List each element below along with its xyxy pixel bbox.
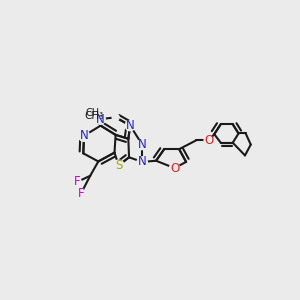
Text: O: O [170,162,179,175]
Text: CH₃: CH₃ [86,108,104,118]
Circle shape [77,189,85,198]
Text: S: S [115,159,122,172]
Circle shape [87,108,100,122]
Circle shape [95,114,105,124]
Circle shape [204,136,213,145]
Text: F: F [74,176,80,188]
Text: CH₃: CH₃ [84,111,103,121]
Text: N: N [126,119,135,132]
Text: N: N [80,129,88,142]
Circle shape [78,130,89,141]
Circle shape [113,160,124,171]
Text: N: N [138,138,147,151]
Circle shape [125,121,135,131]
Text: O: O [204,134,213,147]
Circle shape [112,114,119,121]
Text: N: N [96,113,104,126]
Circle shape [73,178,81,186]
Circle shape [169,163,180,173]
Circle shape [137,157,147,167]
Circle shape [137,140,147,150]
Circle shape [88,111,99,123]
Text: F: F [78,187,84,200]
Text: N: N [138,155,147,168]
